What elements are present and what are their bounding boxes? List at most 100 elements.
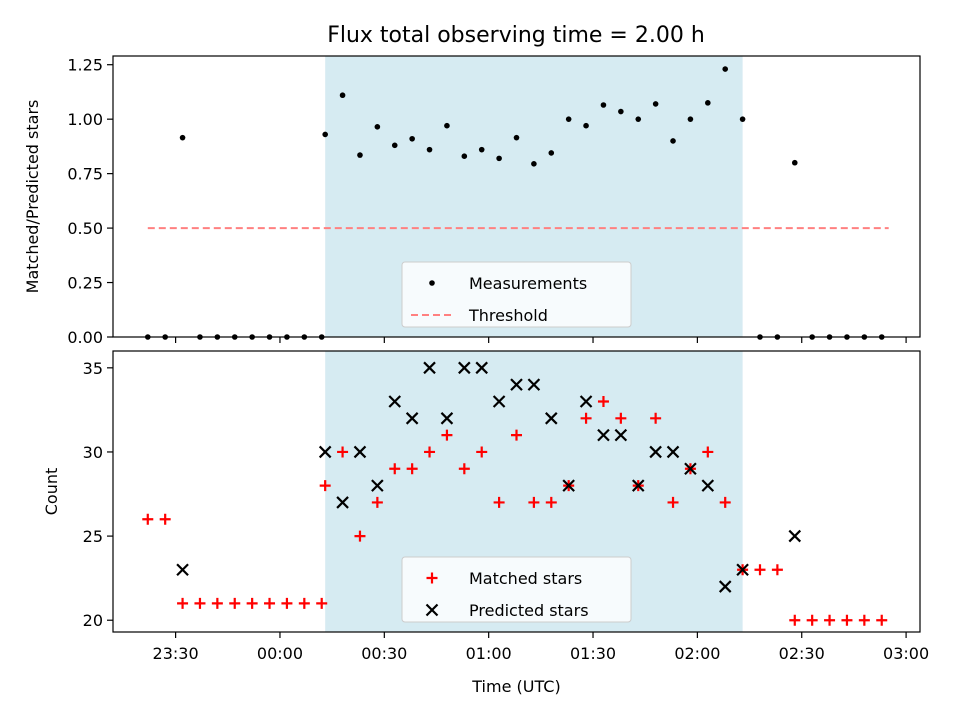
predicted-star-point (649, 445, 662, 459)
y-axis-label: Matched/Predicted stars (23, 100, 42, 294)
matched-star-point (754, 564, 766, 576)
measurement-point (322, 131, 328, 138)
measurement-point (548, 150, 555, 156)
chart-title: Flux total observing time = 2.00 h (327, 23, 705, 48)
measurement-point (478, 146, 485, 153)
matched-star-point (316, 597, 328, 609)
predicted-star-point (684, 462, 697, 476)
measurement-point (618, 108, 624, 115)
predicted-star-point (440, 412, 454, 425)
matched-star-point (841, 614, 853, 626)
predicted-star-point (788, 529, 802, 543)
predicted-star-point (371, 479, 384, 492)
measurement-point (496, 155, 502, 162)
x-axis-label: Time (UTC) (471, 677, 560, 696)
matched-star-point (789, 614, 801, 626)
matched-star-point (246, 597, 258, 609)
plot-frame (112, 55, 921, 338)
predicted-star-point (527, 378, 541, 391)
y-tick-label: 1.00 (67, 110, 103, 129)
matched-star-point (298, 597, 310, 609)
predicted-star-point (475, 361, 488, 375)
predicted-star-point (666, 445, 680, 459)
x-tick-label: 00:00 (257, 644, 303, 663)
bottom-panel: 20 25 30 35 23:30 00:00 00:30 01:00 01:30 02:00 02… (42, 350, 929, 696)
matched-star-point (229, 597, 241, 609)
matched-star-point (615, 412, 627, 424)
measurement-point (531, 161, 537, 167)
legend-label: Measurements (469, 274, 587, 293)
measurement-point (179, 134, 186, 141)
measurement-point (409, 135, 415, 142)
matched-star-point (493, 496, 505, 508)
predicted-star-point (388, 395, 402, 408)
x-tick-label: 01:30 (570, 644, 616, 663)
measurement-point (374, 123, 381, 130)
matched-star-point (806, 614, 818, 626)
matched-star-point (858, 614, 870, 626)
legend-label: Threshold (468, 306, 548, 325)
matched-star-point (194, 597, 206, 609)
predicted-star-point (545, 412, 558, 425)
matched-star-point (354, 530, 366, 542)
predicted-star-point (458, 361, 471, 375)
predicted-star-point (318, 445, 332, 459)
series-measurements (144, 66, 885, 340)
measurement-point (583, 122, 589, 129)
predicted-star-point (336, 496, 349, 509)
predicted-star-point (579, 395, 593, 408)
matched-star-point (580, 412, 592, 424)
matched-star-point (719, 496, 731, 508)
measurement-point (426, 146, 433, 153)
measurement-point (652, 101, 659, 107)
measurement-point (722, 66, 729, 72)
y-tick-label: 0.75 (67, 165, 103, 184)
y-tick-label: 20 (83, 611, 103, 630)
legend-marker-matched (426, 572, 438, 584)
legend-marker-predicted (425, 603, 439, 617)
measurement-point (635, 116, 642, 122)
measurement-point (339, 92, 346, 99)
y-tick-label: 0.50 (67, 219, 103, 238)
matched-star-point (597, 395, 609, 407)
measurement-point (513, 134, 520, 141)
matched-star-point (159, 513, 171, 525)
legend-marker-measurements (429, 280, 435, 286)
matched-star-point (424, 446, 436, 458)
measurement-point (357, 152, 363, 158)
predicted-star-point (718, 580, 732, 593)
predicted-star-point (492, 395, 506, 408)
measurement-point (461, 153, 468, 160)
matched-star-point (337, 446, 349, 458)
matched-star-point (650, 412, 662, 424)
y-tick-label: 1.25 (67, 56, 103, 75)
matched-star-point (177, 597, 189, 609)
x-tick-label: 23:30 (153, 644, 199, 663)
predicted-star-point (614, 428, 628, 442)
predicted-star-point (510, 378, 523, 391)
predicted-star-point (353, 445, 367, 459)
matched-star-point (458, 463, 470, 475)
series-matched-stars (142, 395, 888, 626)
measurement-point (391, 142, 398, 149)
legend-label: Predicted stars (469, 601, 589, 620)
predicted-star-point (701, 479, 715, 492)
x-tick-label: 01:00 (466, 644, 512, 663)
matched-star-point (771, 564, 783, 576)
measurement-point (791, 159, 798, 166)
matched-star-point (824, 614, 836, 626)
measurement-point (739, 116, 746, 122)
matched-star-point (281, 597, 293, 609)
measurement-point (565, 116, 572, 122)
matched-star-point (264, 597, 276, 609)
predicted-star-point (423, 361, 436, 375)
predicted-star-point (597, 428, 610, 442)
y-axis-label: Count (42, 468, 61, 516)
predicted-star-point (736, 563, 749, 577)
matched-star-point (511, 429, 522, 441)
legend: Matched stars Predicted stars (401, 556, 632, 623)
matched-star-point (545, 496, 557, 508)
matched-star-point (142, 513, 154, 525)
y-tick-label: 0.25 (67, 274, 103, 293)
